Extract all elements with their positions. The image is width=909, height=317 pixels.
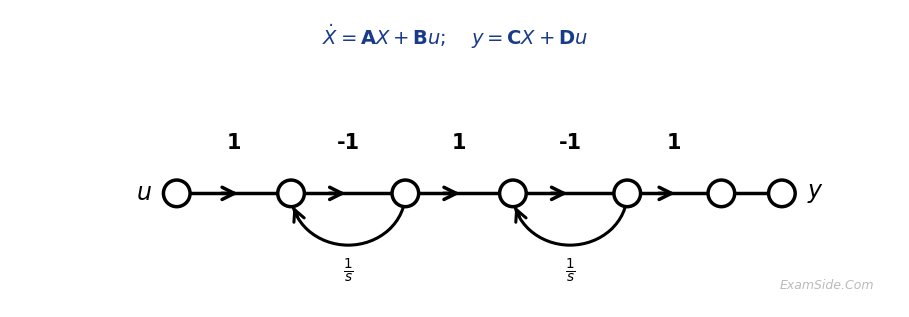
Text: 1: 1 <box>452 133 466 153</box>
Text: $u$: $u$ <box>135 181 152 205</box>
Circle shape <box>500 180 526 207</box>
Text: -1: -1 <box>558 133 582 153</box>
Text: 1: 1 <box>226 133 241 153</box>
Text: $\dot{X}=\mathbf{A}X+\mathbf{B}u$;    $y=\mathbf{C}X+\mathbf{D}u$: $\dot{X}=\mathbf{A}X+\mathbf{B}u$; $y=\m… <box>322 22 587 51</box>
Circle shape <box>708 180 734 207</box>
Text: $y$: $y$ <box>806 181 824 205</box>
Text: 1: 1 <box>667 133 682 153</box>
Text: $\frac{1}{s}$: $\frac{1}{s}$ <box>564 256 575 284</box>
Text: ExamSide.Com: ExamSide.Com <box>780 279 874 292</box>
Circle shape <box>768 180 795 207</box>
Text: -1: -1 <box>336 133 360 153</box>
Text: $\frac{1}{s}$: $\frac{1}{s}$ <box>343 256 354 284</box>
Circle shape <box>614 180 641 207</box>
Circle shape <box>164 180 190 207</box>
Circle shape <box>278 180 305 207</box>
Circle shape <box>392 180 419 207</box>
